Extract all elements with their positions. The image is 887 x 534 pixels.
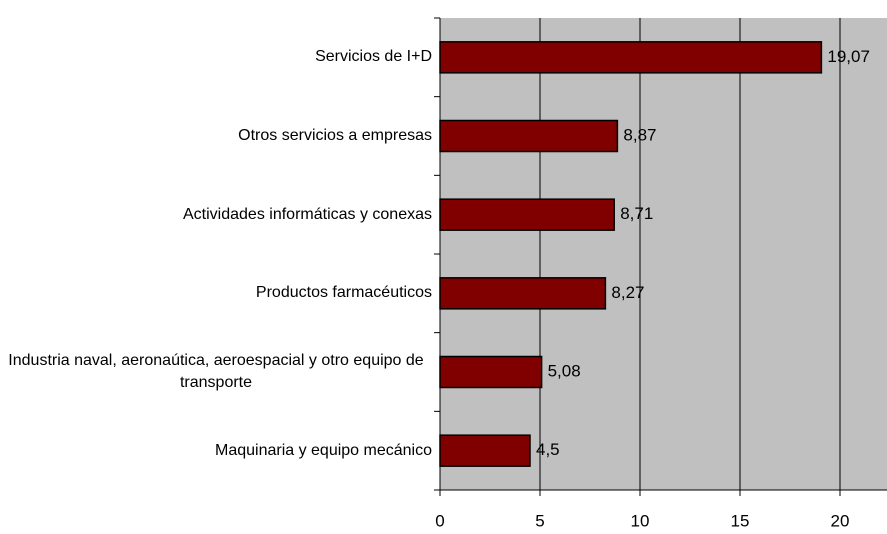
category-label-box: Productos farmacéuticos (0, 282, 432, 304)
x-tick-label: 15 (731, 511, 750, 530)
plot-background (440, 18, 887, 490)
data-label: 19,07 (827, 47, 870, 66)
bar (439, 198, 615, 231)
data-label: 5,08 (548, 361, 581, 380)
y-tick-label: Maquinaria y equipo mecánico (214, 441, 432, 459)
data-label: 4,5 (536, 440, 560, 459)
x-tick-label: 5 (535, 511, 544, 530)
category-label-box: Otros servicios a empresas (0, 125, 432, 147)
bar (439, 277, 607, 310)
bar (439, 355, 543, 389)
y-tick-label: Industria naval, aeronaútica, aeroespaci… (8, 352, 424, 391)
data-label: 8,71 (620, 204, 653, 223)
y-tick-label: Productos farmacéuticos (255, 284, 432, 302)
bar (439, 41, 823, 74)
y-tick-label: Actividades informáticas y conexas (183, 205, 432, 223)
data-label: 8,27 (611, 283, 644, 302)
x-tick-label: 10 (631, 511, 650, 530)
bar (439, 434, 531, 467)
category-label-box: Actividades informáticas y conexas (0, 204, 432, 226)
x-tick-label: 0 (435, 511, 444, 530)
y-tick-label: Servicios de I+D (315, 48, 432, 66)
y-tick-label: Otros servicios a empresas (238, 127, 432, 144)
x-tick-label: 20 (831, 511, 850, 530)
bar (439, 119, 619, 153)
category-label-box: Servicios de I+D (0, 46, 432, 68)
data-label: 8,87 (623, 125, 656, 144)
category-label-box: Maquinaria y equipo mecánico (0, 440, 432, 462)
category-label-box: Industria naval, aeronaútica, aeroespaci… (0, 350, 432, 394)
